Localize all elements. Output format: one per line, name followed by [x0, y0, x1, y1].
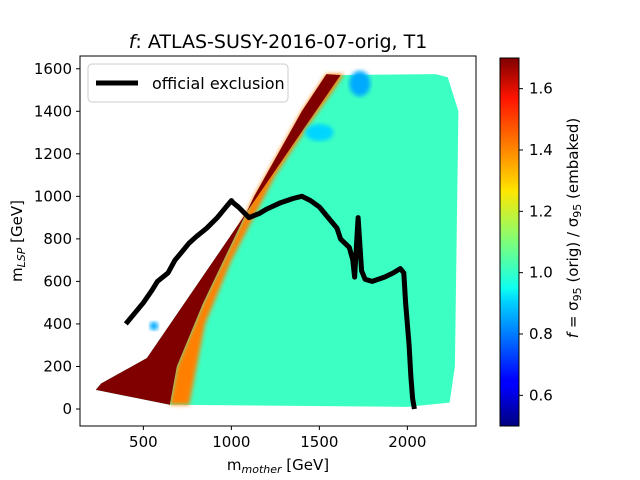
colorbar-gradient	[499, 57, 520, 427]
y-axis-ticks: 0 200 400 600 800 1000 1200 1400 1600	[34, 60, 80, 418]
colorbar-tick-label-1.6: 1.6	[529, 80, 553, 98]
heatmap-high-band	[95, 74, 341, 405]
y-tick-label-1400: 1400	[34, 102, 72, 120]
x-tick-label-2000: 2000	[388, 433, 426, 451]
y-tick-label-1600: 1600	[34, 60, 72, 78]
y-tick-label-0: 0	[62, 400, 72, 418]
chart-title: f: ATLAS-SUSY-2016-07-orig, T1	[129, 31, 428, 53]
legend-box	[87, 63, 289, 103]
heatmap-transition-band	[169, 74, 344, 405]
heatmap-low-spot-1	[305, 124, 334, 142]
series-layer	[123, 193, 417, 410]
y-tick-label-200: 200	[43, 357, 72, 375]
colorbar-tick-label-1.4: 1.4	[529, 141, 553, 159]
y-tick-label-800: 800	[43, 230, 72, 248]
legend: official exclusion	[87, 63, 289, 103]
colorbar-label: f = σ95 (orig) / σ95 (embaked)	[564, 118, 584, 338]
y-tick-label-1200: 1200	[34, 145, 72, 163]
y-tick-label-600: 600	[43, 272, 72, 290]
y-tick-label-400: 400	[43, 315, 72, 333]
colorbar: 0.6 0.8 1.0 1.2 1.4 1.6 f = σ95 (orig) / σ95 …	[499, 57, 584, 427]
colorbar-ticks: 0.6 0.8 1.0 1.2 1.4 1.6	[519, 80, 553, 404]
colorbar-tick-label-0.8: 0.8	[529, 325, 553, 343]
heatmap-low-spot-0	[349, 70, 371, 97]
y-axis-label: mLSP [GeV]	[8, 200, 28, 282]
series-line-official-exclusion	[123, 193, 417, 410]
x-axis-label: mmother [GeV]	[227, 456, 329, 476]
colorbar-tick-label-0.6: 0.6	[529, 386, 553, 404]
y-tick-label-1000: 1000	[34, 187, 72, 205]
legend-label-official-exclusion: official exclusion	[152, 74, 285, 93]
x-tick-label-1500: 1500	[300, 433, 338, 451]
colorbar-tick-label-1.2: 1.2	[529, 202, 553, 220]
colorbar-tick-label-1: 1.0	[529, 264, 553, 282]
heatmap-layer	[95, 70, 459, 407]
x-tick-label-1000: 1000	[212, 433, 250, 451]
x-tick-label-500: 500	[129, 433, 158, 451]
plot-frame	[79, 55, 477, 427]
plot-area	[95, 70, 459, 410]
x-axis-ticks: 500 1000 1500 2000	[129, 426, 426, 451]
heatmap-low-spot-2	[149, 321, 159, 331]
